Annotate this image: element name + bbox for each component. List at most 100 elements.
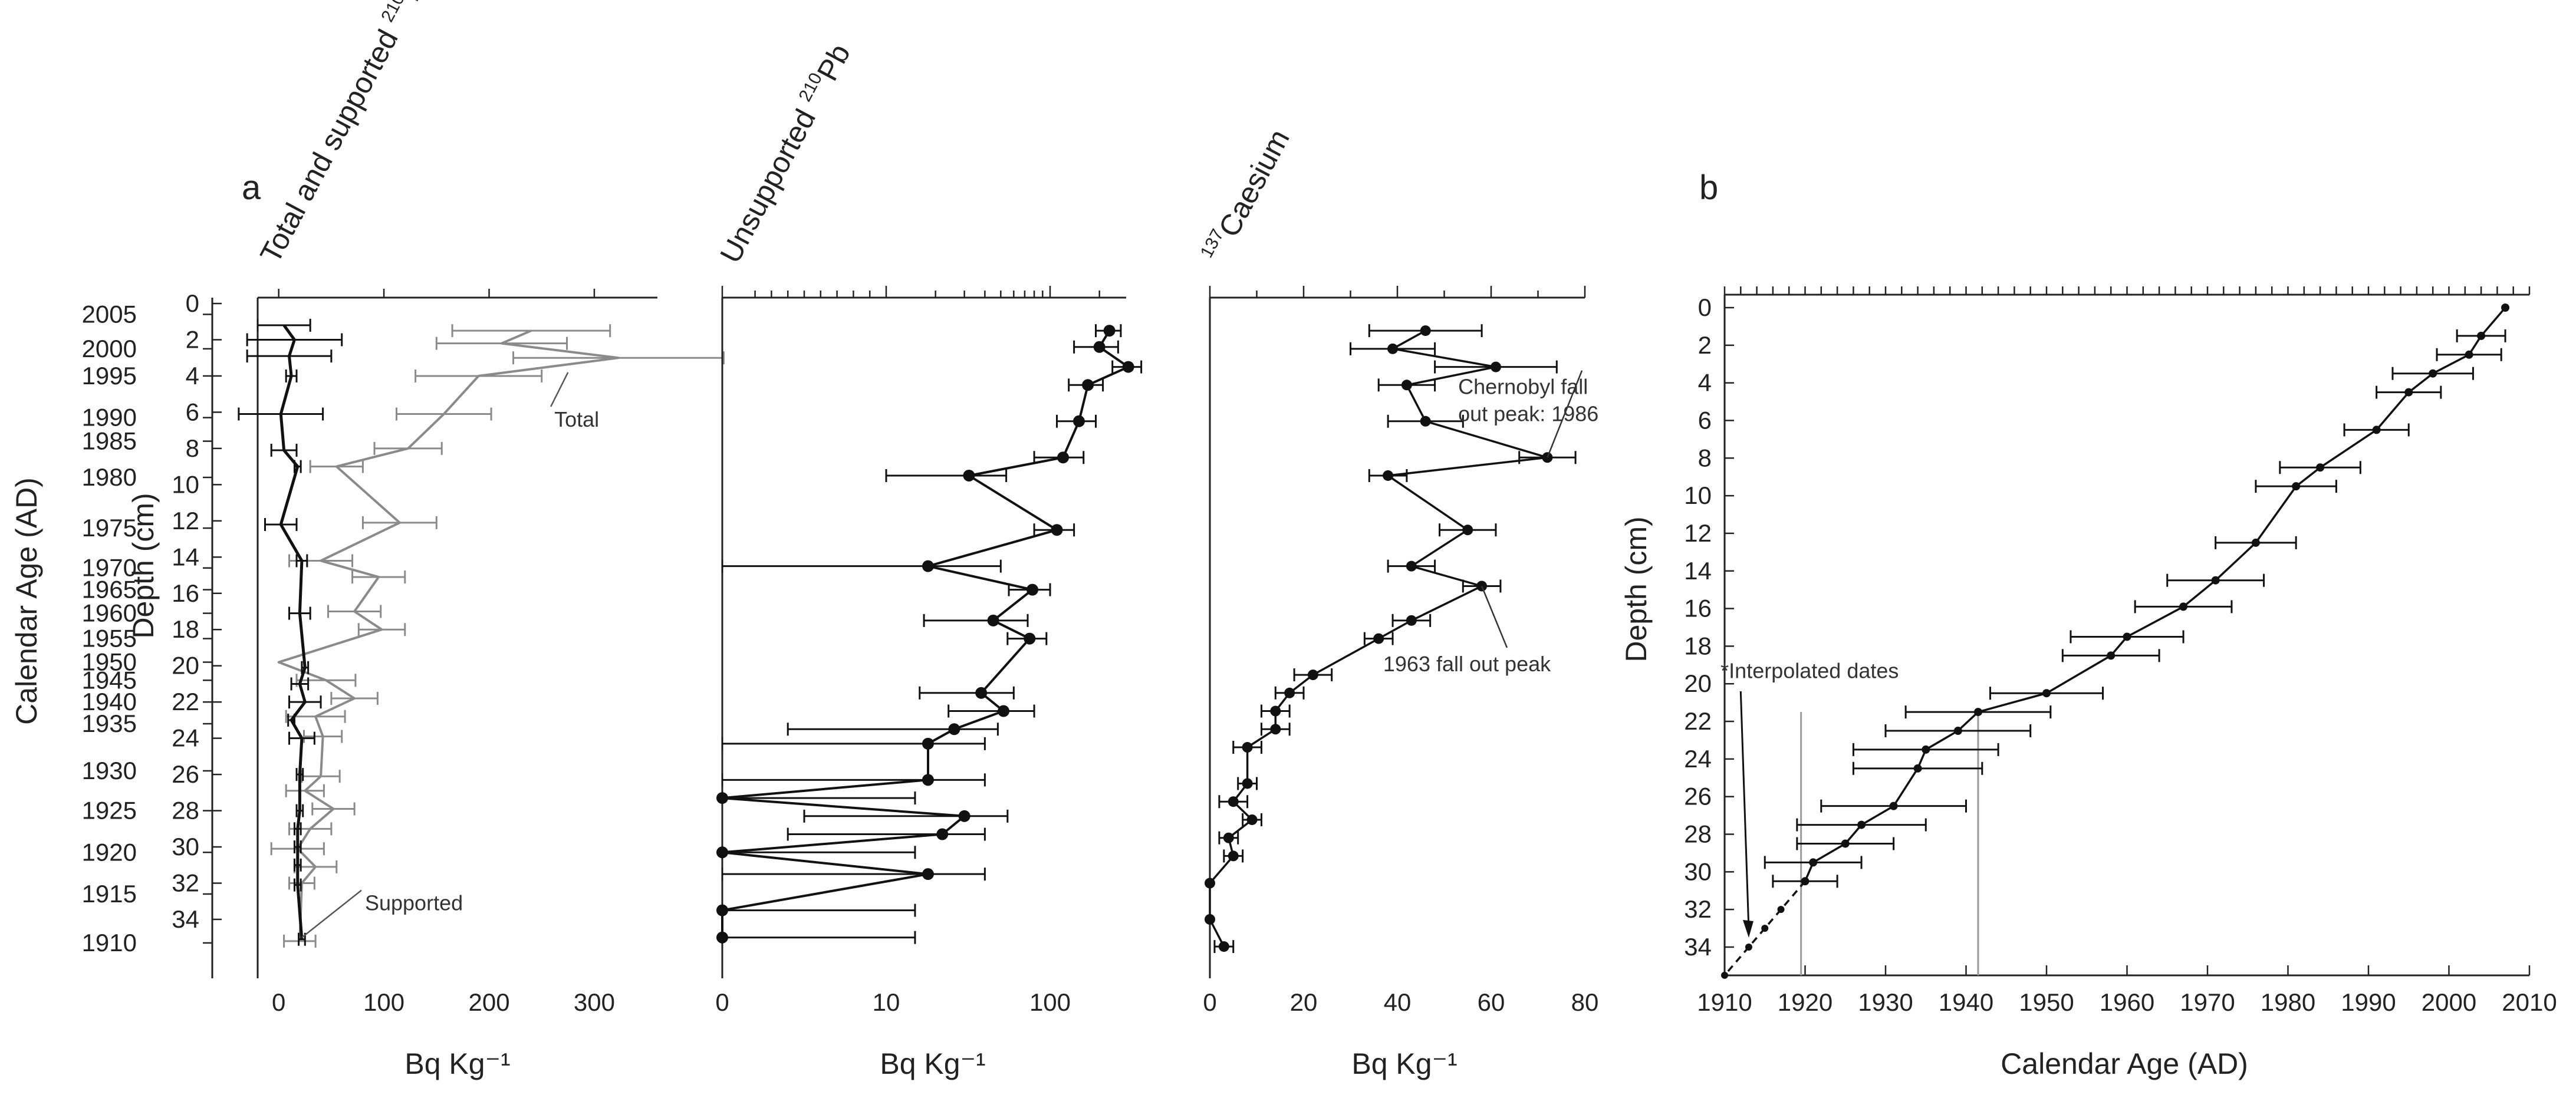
annotation-leader xyxy=(301,889,362,938)
x-tick-label: 0 xyxy=(715,988,729,1016)
unsupported-point xyxy=(922,868,934,880)
unsupported-point xyxy=(987,614,999,626)
depth-tick-label: 26 xyxy=(172,760,199,788)
depth-axis-label: Depth (cm) xyxy=(127,493,160,638)
depth-tick-label: 2 xyxy=(1698,331,1712,359)
caesium-point xyxy=(1242,742,1253,753)
depth-tick-label: 32 xyxy=(172,869,199,897)
depth-tick-label: 6 xyxy=(186,398,199,426)
caesium-title: 137Caesium xyxy=(1197,123,1296,268)
caesium-point xyxy=(1401,380,1412,391)
age-point xyxy=(1857,820,1866,829)
age-point xyxy=(1913,764,1922,773)
calendar-tick-label: 1980 xyxy=(82,463,137,491)
calendar-tick-label: 1960 xyxy=(82,599,137,627)
x-tick-label: 1950 xyxy=(2019,988,2074,1016)
annotation-label: Total xyxy=(554,407,599,431)
caesium-point xyxy=(1387,343,1399,354)
x-tick-label: 1940 xyxy=(1939,988,1993,1016)
age-point xyxy=(2316,463,2325,472)
age-point xyxy=(2123,632,2131,641)
age-point xyxy=(2429,369,2437,378)
calendar-tick-label: 1985 xyxy=(82,427,137,455)
depth-tick-label: 12 xyxy=(172,507,199,535)
unsupported-title: Unsupported 210Pb xyxy=(712,38,857,268)
unsupported-point xyxy=(1051,524,1063,536)
unsupported-point xyxy=(716,846,728,859)
calendar-tick-label: 2005 xyxy=(82,300,137,328)
interpolated-point xyxy=(1745,944,1752,951)
age-point xyxy=(2251,538,2260,547)
unsupported-point xyxy=(963,469,975,481)
depth-tick-label: 16 xyxy=(1684,595,1712,622)
unsupported-point xyxy=(1057,451,1070,464)
x-tick-label: 0 xyxy=(1203,988,1216,1016)
calendar-tick-label: 1945 xyxy=(82,666,137,694)
unsupported-point xyxy=(1024,632,1036,645)
caesium-point xyxy=(1383,470,1394,481)
caesium-point xyxy=(1242,778,1253,789)
unsupported-point xyxy=(1103,325,1116,337)
calendar-tick-label: 1915 xyxy=(82,880,137,908)
annotation-arrow xyxy=(1739,691,1750,930)
x-tick-label: 1930 xyxy=(1858,988,1913,1016)
unsupported-point xyxy=(922,560,934,572)
depth-tick-label: 0 xyxy=(186,289,199,317)
x-tick-label: 1970 xyxy=(2180,988,2235,1016)
x-tick-label: 1910 xyxy=(1697,988,1752,1016)
calendar-tick-label: 1935 xyxy=(82,710,137,737)
depth-tick-label: 4 xyxy=(186,362,199,390)
age-point xyxy=(1889,802,1898,810)
x-tick-label: 300 xyxy=(574,988,615,1016)
x-tick-label: 1920 xyxy=(1778,988,1833,1016)
supported-line xyxy=(279,324,307,939)
calendar-tick-label: 1940 xyxy=(82,688,137,715)
interpolated-point xyxy=(1721,971,1728,979)
panel-a-letter: a xyxy=(242,169,261,207)
calendar-tick-label: 1995 xyxy=(82,362,137,390)
unsupported-point xyxy=(922,774,934,786)
unsupported-point xyxy=(1027,583,1039,596)
age-point xyxy=(2465,350,2473,359)
depth-tick-label: 6 xyxy=(1698,406,1712,434)
age-model-line xyxy=(1804,306,2506,882)
depth-tick-label: 34 xyxy=(172,905,199,933)
depth-tick-label: 30 xyxy=(1684,857,1712,885)
total-supported-xlabel: Bq Kg⁻¹ xyxy=(404,1047,510,1080)
caesium-point xyxy=(1270,705,1281,717)
x-tick-label: 100 xyxy=(363,988,404,1016)
x-tick-label: 20 xyxy=(1290,988,1318,1016)
annotation-label: *Interpolated dates xyxy=(1720,659,1899,683)
caesium-point xyxy=(1205,914,1215,925)
depth-tick-label: 8 xyxy=(186,434,199,462)
x-tick-label: 1990 xyxy=(2341,988,2396,1016)
calendar-tick-label: 2000 xyxy=(82,335,137,362)
unsupported-point xyxy=(716,931,728,944)
age-point xyxy=(1922,745,1930,754)
depth-tick-label: 20 xyxy=(1684,669,1712,697)
depth-tick-label: 20 xyxy=(172,652,199,680)
x-tick-label: 200 xyxy=(468,988,509,1016)
caesium-point xyxy=(1205,878,1215,889)
caesium-point xyxy=(1420,415,1431,427)
caesium-point xyxy=(1373,633,1384,644)
unsupported-point xyxy=(936,828,949,840)
unsupported-point xyxy=(922,737,934,750)
annotation-arrowhead xyxy=(1742,920,1753,938)
calendar-tick-label: 1930 xyxy=(82,757,137,784)
unsupported-line xyxy=(721,330,1130,938)
calendar-tick-label: 1950 xyxy=(82,648,137,676)
calendar-tick-label: 1955 xyxy=(82,625,137,652)
depth-tick-label: 26 xyxy=(1684,783,1712,810)
depth-tick-label: 22 xyxy=(172,688,199,715)
age-depth-xlabel: Calendar Age (AD) xyxy=(2001,1047,2248,1080)
caesium-point xyxy=(1228,796,1239,807)
unsupported-point xyxy=(1122,361,1134,373)
panel-b-letter: b xyxy=(1699,169,1718,207)
calendar-tick-label: 1970 xyxy=(82,554,137,582)
depth-tick-label: 34 xyxy=(1684,933,1712,961)
x-tick-label: 2000 xyxy=(2422,988,2476,1016)
caesium-point xyxy=(1270,724,1281,735)
annotation-label: Chernobyl fall xyxy=(1458,375,1588,399)
